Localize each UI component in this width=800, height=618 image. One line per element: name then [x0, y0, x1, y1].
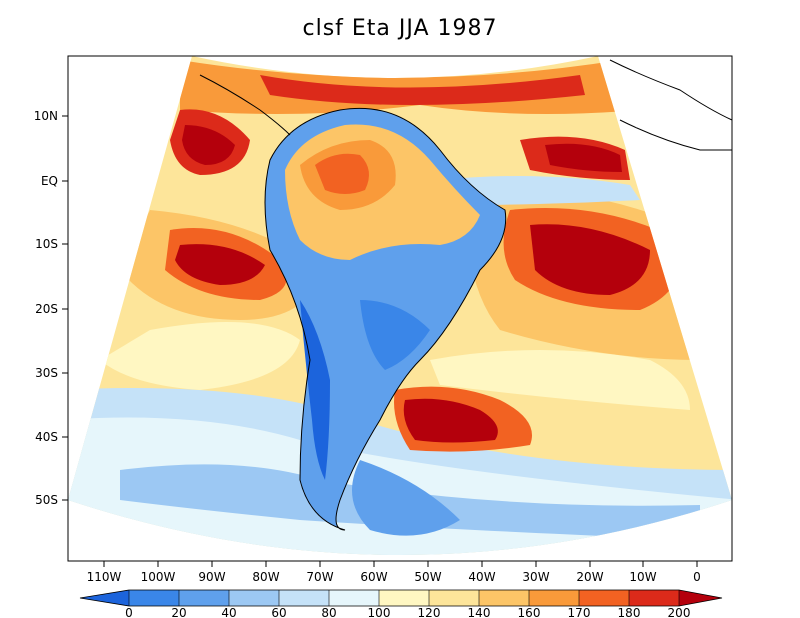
lon-label: 90W — [198, 570, 225, 584]
colorbar-segment — [80, 590, 129, 606]
colorbar-segment — [479, 590, 529, 606]
colorbar-segment — [229, 590, 279, 606]
map-title: clsf Eta JJA 1987 — [302, 16, 498, 41]
lon-label: 20W — [576, 570, 603, 584]
colorbar-segment — [529, 590, 579, 606]
colorbar-tick-label: 20 — [171, 606, 186, 618]
colorbar-segment — [379, 590, 429, 606]
colorbar-tick-label: 40 — [221, 606, 236, 618]
colorbar-segment — [279, 590, 329, 606]
colorbar-segment — [329, 590, 379, 606]
lat-label: 50S — [35, 493, 58, 507]
lon-label: 30W — [522, 570, 549, 584]
colorbar-tick-label: 120 — [418, 606, 441, 618]
lon-label: 80W — [252, 570, 279, 584]
lat-label: 30S — [35, 366, 58, 380]
colorbar-tick-label: 100 — [368, 606, 391, 618]
data-field — [68, 56, 732, 555]
lon-label: 10W — [629, 570, 656, 584]
lon-label: 70W — [306, 570, 333, 584]
lat-label: EQ — [41, 174, 58, 188]
lon-label: 100W — [141, 570, 176, 584]
lon-label: 50W — [414, 570, 441, 584]
colorbar-segment — [579, 590, 629, 606]
lon-label: 60W — [360, 570, 387, 584]
longitude-axis: 110W 100W 90W 80W 70W 60W 50W 40W 30W 20… — [87, 561, 701, 584]
lat-label: 20S — [35, 302, 58, 316]
colorbar-tick-label: 60 — [271, 606, 286, 618]
lon-label: 110W — [87, 570, 122, 584]
colorbar-segment — [429, 590, 479, 606]
lat-label: 10S — [35, 237, 58, 251]
colorbar-segment — [629, 590, 679, 606]
lon-label: 40W — [468, 570, 495, 584]
colorbar: 0 20 40 60 80 100 120 140 160 170 180 20… — [79, 589, 723, 618]
colorbar-segment — [129, 590, 179, 606]
colorbar-tick-label: 160 — [518, 606, 541, 618]
colorbar-tick-label: 170 — [568, 606, 591, 618]
colorbar-segment — [179, 590, 229, 606]
lat-label: 10N — [34, 109, 58, 123]
lat-label: 40S — [35, 430, 58, 444]
lon-label: 0 — [693, 570, 701, 584]
colorbar-tick-label: 0 — [125, 606, 133, 618]
colorbar-tick-label: 200 — [668, 606, 691, 618]
colorbar-tick-label: 180 — [618, 606, 641, 618]
colorbar-tick-label: 80 — [321, 606, 336, 618]
colorbar-tick-label: 140 — [468, 606, 491, 618]
coastlines — [199, 59, 733, 531]
colorbar-segment — [679, 590, 722, 606]
latitude-axis: 10N EQ 10S 20S 30S 40S 50S — [34, 109, 68, 507]
